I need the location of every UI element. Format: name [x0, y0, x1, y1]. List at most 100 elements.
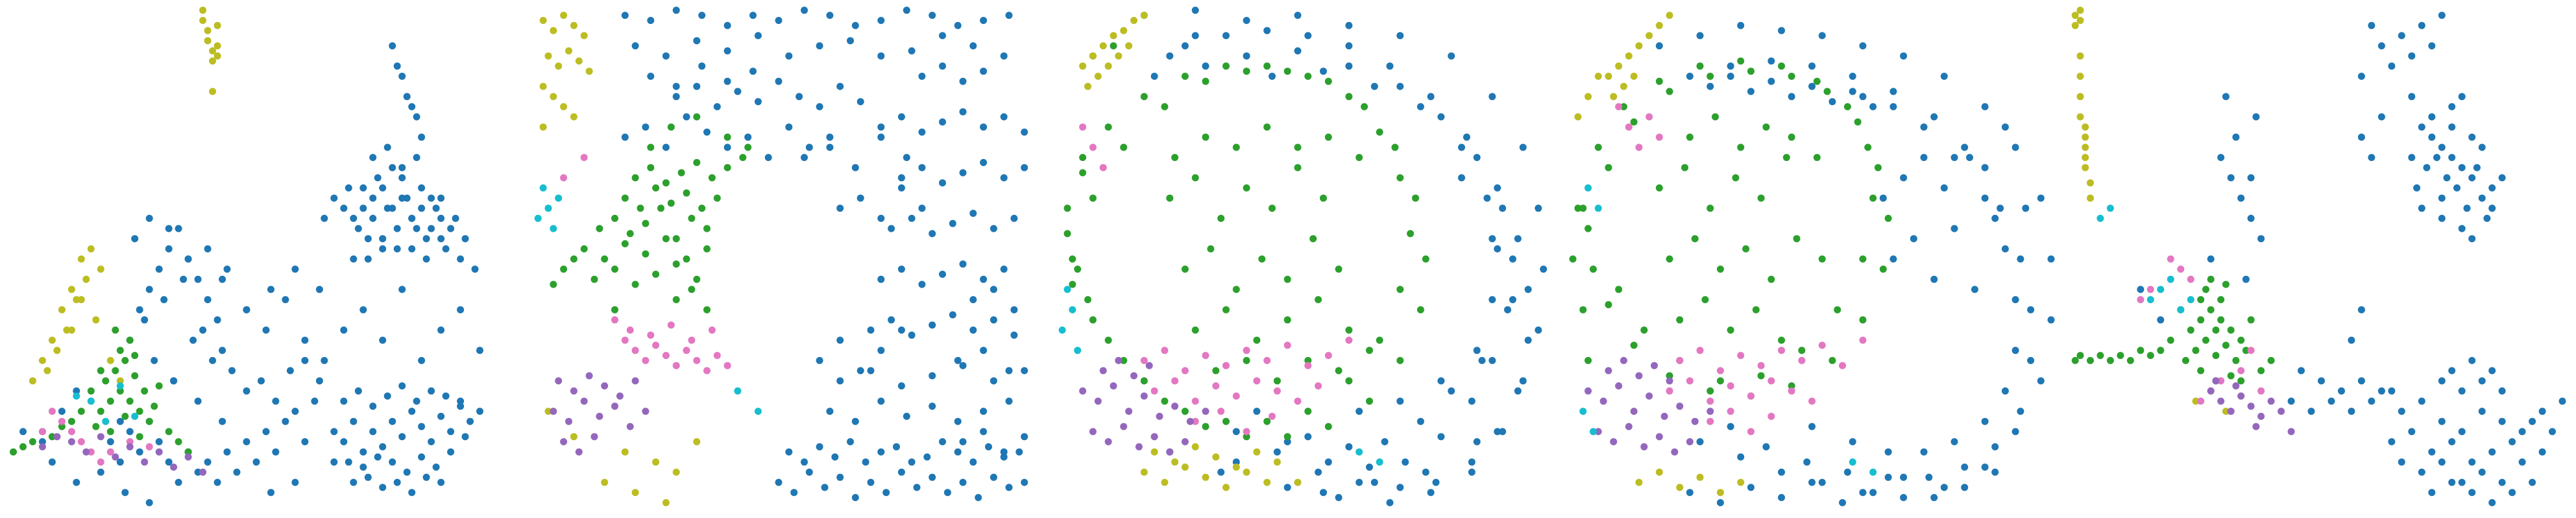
scatter-point [1747, 88, 1755, 95]
scatter-point [1655, 184, 1663, 191]
scatter-point [1304, 433, 1312, 441]
scatter-point [621, 336, 629, 344]
scatter-point [1269, 204, 1276, 212]
scatter-point [908, 331, 916, 339]
scatter-point [862, 458, 869, 466]
scatter-point [929, 230, 936, 238]
scatter-point [672, 362, 680, 369]
scatter-point [1161, 103, 1169, 110]
series-4 [1079, 123, 1353, 436]
scatter-point [1849, 438, 1856, 445]
scatter-point [2047, 255, 2055, 263]
scatter-point [1422, 468, 1429, 476]
scatter-point [754, 98, 762, 106]
scatter-point [1589, 265, 1597, 273]
scatter-point [1737, 352, 1745, 360]
scatter-point [826, 133, 834, 141]
scatter-point [693, 37, 701, 45]
scatter-point [1494, 428, 1501, 436]
scatter-point [585, 372, 593, 380]
scatter-point [1324, 423, 1332, 430]
scatter-point [611, 316, 618, 324]
scatter-point [1396, 484, 1404, 491]
scatter-point [980, 68, 988, 75]
scatter-point [1104, 438, 1112, 445]
scatter-point [2478, 468, 2486, 476]
scatter-point [611, 214, 618, 222]
scatter-point [1768, 275, 1775, 283]
scatter-point [560, 438, 568, 445]
scatter-point [1084, 296, 1091, 304]
scatter-point [2398, 408, 2405, 415]
scatter-point [1015, 448, 1023, 456]
scatter-point [801, 458, 808, 466]
scatter-point [713, 103, 721, 110]
scatter-point [1263, 123, 1271, 131]
scatter-point [959, 77, 967, 85]
scatter-point [165, 245, 173, 253]
scatter-point [2438, 194, 2446, 202]
scatter-point [550, 408, 557, 415]
scatter-point [1889, 103, 1897, 110]
scatter-point [1864, 143, 1872, 151]
scatter-point [1005, 484, 1013, 491]
scatter-point [1473, 438, 1481, 445]
scatter-point [1010, 331, 1018, 339]
scatter-point [1768, 377, 1775, 385]
scatter-point [350, 478, 358, 486]
scatter-point [2082, 143, 2089, 151]
scatter-point [1063, 204, 1071, 212]
scatter-point [990, 316, 997, 324]
scatter-point [918, 164, 926, 171]
scatter-point [141, 316, 149, 324]
scatter-point [1716, 489, 1724, 497]
scatter-point [282, 417, 289, 425]
scatter-point [1468, 397, 1476, 405]
scatter-point [1243, 433, 1250, 441]
scatter-point [1961, 143, 1969, 151]
scatter-point [897, 113, 905, 121]
scatter-point [2338, 387, 2345, 395]
scatter-point [939, 179, 946, 187]
scatter-point [1186, 417, 1194, 425]
scatter-point [243, 438, 250, 445]
scatter-point [262, 428, 270, 436]
scatter-point [106, 438, 114, 445]
scatter-point [1768, 57, 1775, 65]
scatter-point [1950, 438, 1958, 445]
scatter-point [145, 214, 153, 222]
scatter-point [2192, 397, 2200, 405]
scatter-point [1130, 17, 1137, 24]
scatter-point [1294, 12, 1302, 19]
scatter-point [969, 42, 977, 50]
scatter-point [2187, 327, 2194, 334]
scatter-point [2468, 235, 2476, 243]
scatter-point [560, 265, 568, 273]
scatter-point [126, 428, 134, 436]
scatter-point [667, 321, 675, 329]
scatter-point [2498, 174, 2506, 182]
scatter-point [539, 17, 547, 24]
scatter-point [596, 412, 603, 420]
scatter-point [2398, 458, 2405, 466]
scatter-point [1630, 341, 1638, 349]
scatter-point [1747, 392, 1755, 400]
scatter-point [413, 225, 420, 232]
scatter-point [734, 387, 742, 395]
scatter-point [2217, 316, 2225, 324]
scatter-point [908, 47, 916, 55]
scatter-point [1021, 164, 1028, 171]
scatter-point [1345, 327, 1353, 334]
scatter-point [2478, 377, 2486, 385]
scatter-point [2388, 62, 2396, 70]
scatter-point [2558, 397, 2566, 405]
scatter-point [2076, 17, 2084, 24]
scatter-point [1701, 296, 1709, 304]
scatter-point [1166, 194, 1174, 202]
scatter-point [1808, 397, 1816, 405]
scatter-point [775, 77, 783, 85]
scatter-point [1961, 484, 1969, 491]
scatter-point [437, 478, 445, 486]
scatter-point [1788, 93, 1795, 101]
scatter-point [1258, 255, 1266, 263]
